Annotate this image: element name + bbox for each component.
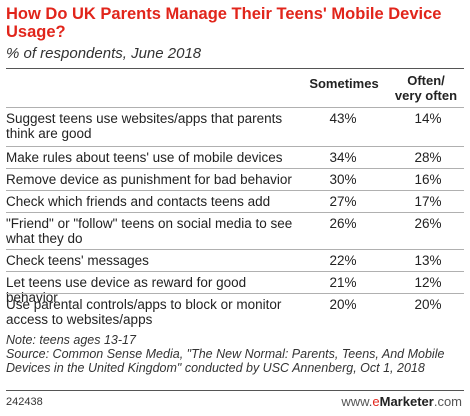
column-header-often: Often/ very often bbox=[384, 73, 468, 103]
row-divider bbox=[6, 271, 464, 272]
cell-often: 20% bbox=[414, 297, 442, 312]
row-divider bbox=[6, 212, 464, 213]
cell-sometimes: 21% bbox=[329, 275, 357, 290]
brand-prefix: www. bbox=[341, 394, 373, 409]
column-header-often-line2: very often bbox=[394, 88, 458, 103]
cell-sometimes: 26% bbox=[329, 216, 357, 231]
chart-id: 242438 bbox=[6, 396, 43, 408]
row-label: "Friend" or "follow" teens on social med… bbox=[6, 216, 293, 246]
footnote: Note: teens ages 13-17 Source: Common Se… bbox=[6, 333, 466, 375]
cell-sometimes: 22% bbox=[329, 253, 357, 268]
row-label: Check teens' messages bbox=[6, 253, 149, 268]
row-divider bbox=[6, 293, 464, 294]
row-divider bbox=[6, 249, 464, 250]
brand-suffix: .com bbox=[433, 394, 462, 409]
cell-often: 17% bbox=[414, 194, 442, 209]
cell-sometimes: 34% bbox=[329, 150, 357, 165]
cell-often: 16% bbox=[414, 172, 442, 187]
source-text: Source: Common Sense Media, "The New Nor… bbox=[6, 347, 445, 375]
row-label: Suggest teens use websites/apps that par… bbox=[6, 111, 283, 141]
row-label: Make rules about teens' use of mobile de… bbox=[6, 150, 283, 165]
cell-sometimes: 27% bbox=[329, 194, 357, 209]
row-label: Remove device as punishment for bad beha… bbox=[6, 172, 292, 187]
cell-often: 26% bbox=[414, 216, 442, 231]
row-label: Check which friends and contacts teens a… bbox=[6, 194, 271, 209]
emarketer-logo[interactable]: www.eMarketer.com bbox=[341, 395, 462, 409]
row-divider bbox=[6, 168, 464, 169]
cell-often: 13% bbox=[414, 253, 442, 268]
row-divider bbox=[6, 146, 464, 147]
chart-subtitle: % of respondents, June 2018 bbox=[6, 45, 202, 62]
brand-mark: e bbox=[372, 394, 380, 409]
header-divider bbox=[6, 68, 464, 69]
column-header-often-line1: Often/ bbox=[407, 73, 445, 88]
footer-divider bbox=[6, 390, 464, 391]
row-label: Use parental controls/apps to block or m… bbox=[6, 297, 282, 327]
column-header-sometimes: Sometimes bbox=[309, 76, 379, 91]
row-divider bbox=[6, 190, 464, 191]
cell-sometimes: 20% bbox=[329, 297, 357, 312]
row-divider bbox=[6, 107, 464, 108]
cell-often: 28% bbox=[414, 150, 442, 165]
cell-often: 12% bbox=[414, 275, 442, 290]
brand-name: Marketer bbox=[379, 394, 434, 409]
cell-often: 14% bbox=[414, 111, 442, 126]
chart-title: How Do UK Parents Manage Their Teens' Mo… bbox=[6, 5, 442, 41]
cell-sometimes: 43% bbox=[329, 111, 357, 126]
note-text: Note: teens ages 13-17 bbox=[6, 333, 136, 347]
cell-sometimes: 30% bbox=[329, 172, 357, 187]
